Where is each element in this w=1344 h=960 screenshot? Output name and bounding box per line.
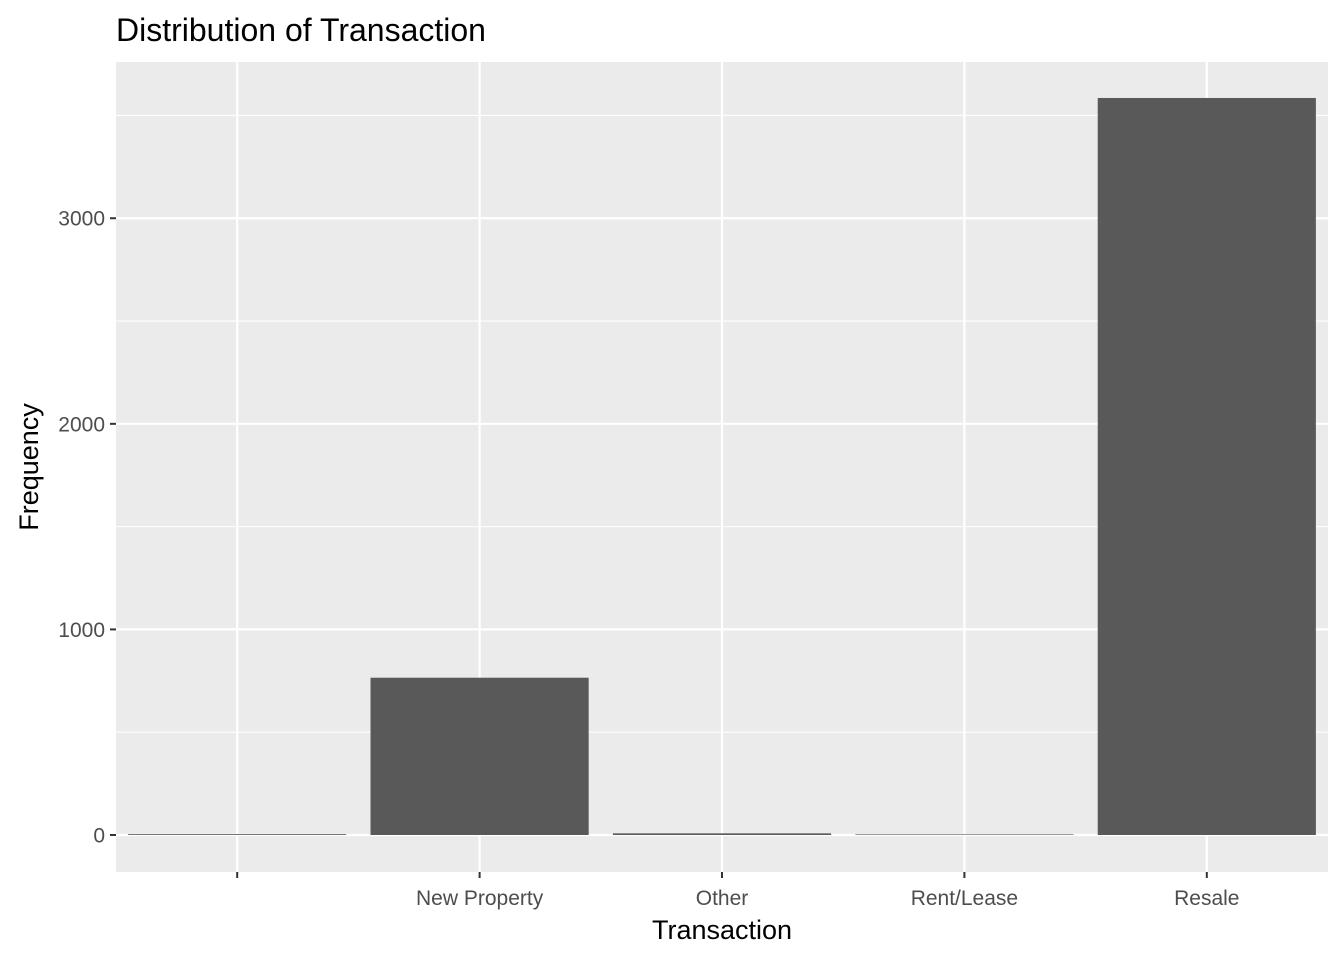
chart-title: Distribution of Transaction bbox=[116, 12, 486, 48]
bar bbox=[370, 677, 589, 835]
bar bbox=[612, 833, 832, 835]
x-tick-label: Rent/Lease bbox=[911, 887, 1018, 910]
y-tick-label: 0 bbox=[93, 824, 105, 847]
y-axis: 0 1000 2000 3000 bbox=[58, 208, 116, 847]
y-tick-label: 1000 bbox=[58, 619, 105, 642]
bars bbox=[128, 97, 1316, 835]
x-tick-label: New Property bbox=[416, 887, 544, 910]
x-axis: New Property Other Rent/Lease Resale bbox=[236, 872, 1239, 910]
y-axis-title: Frequency bbox=[14, 403, 44, 531]
bar bbox=[1097, 97, 1316, 835]
y-tick-label: 3000 bbox=[58, 208, 105, 231]
x-tick-label: Other bbox=[696, 887, 749, 910]
x-axis-title: Transaction bbox=[652, 915, 792, 945]
y-tick-label: 2000 bbox=[58, 413, 105, 436]
bar bbox=[128, 834, 347, 835]
bar bbox=[855, 834, 1074, 835]
x-tick-label: Resale bbox=[1174, 887, 1239, 910]
